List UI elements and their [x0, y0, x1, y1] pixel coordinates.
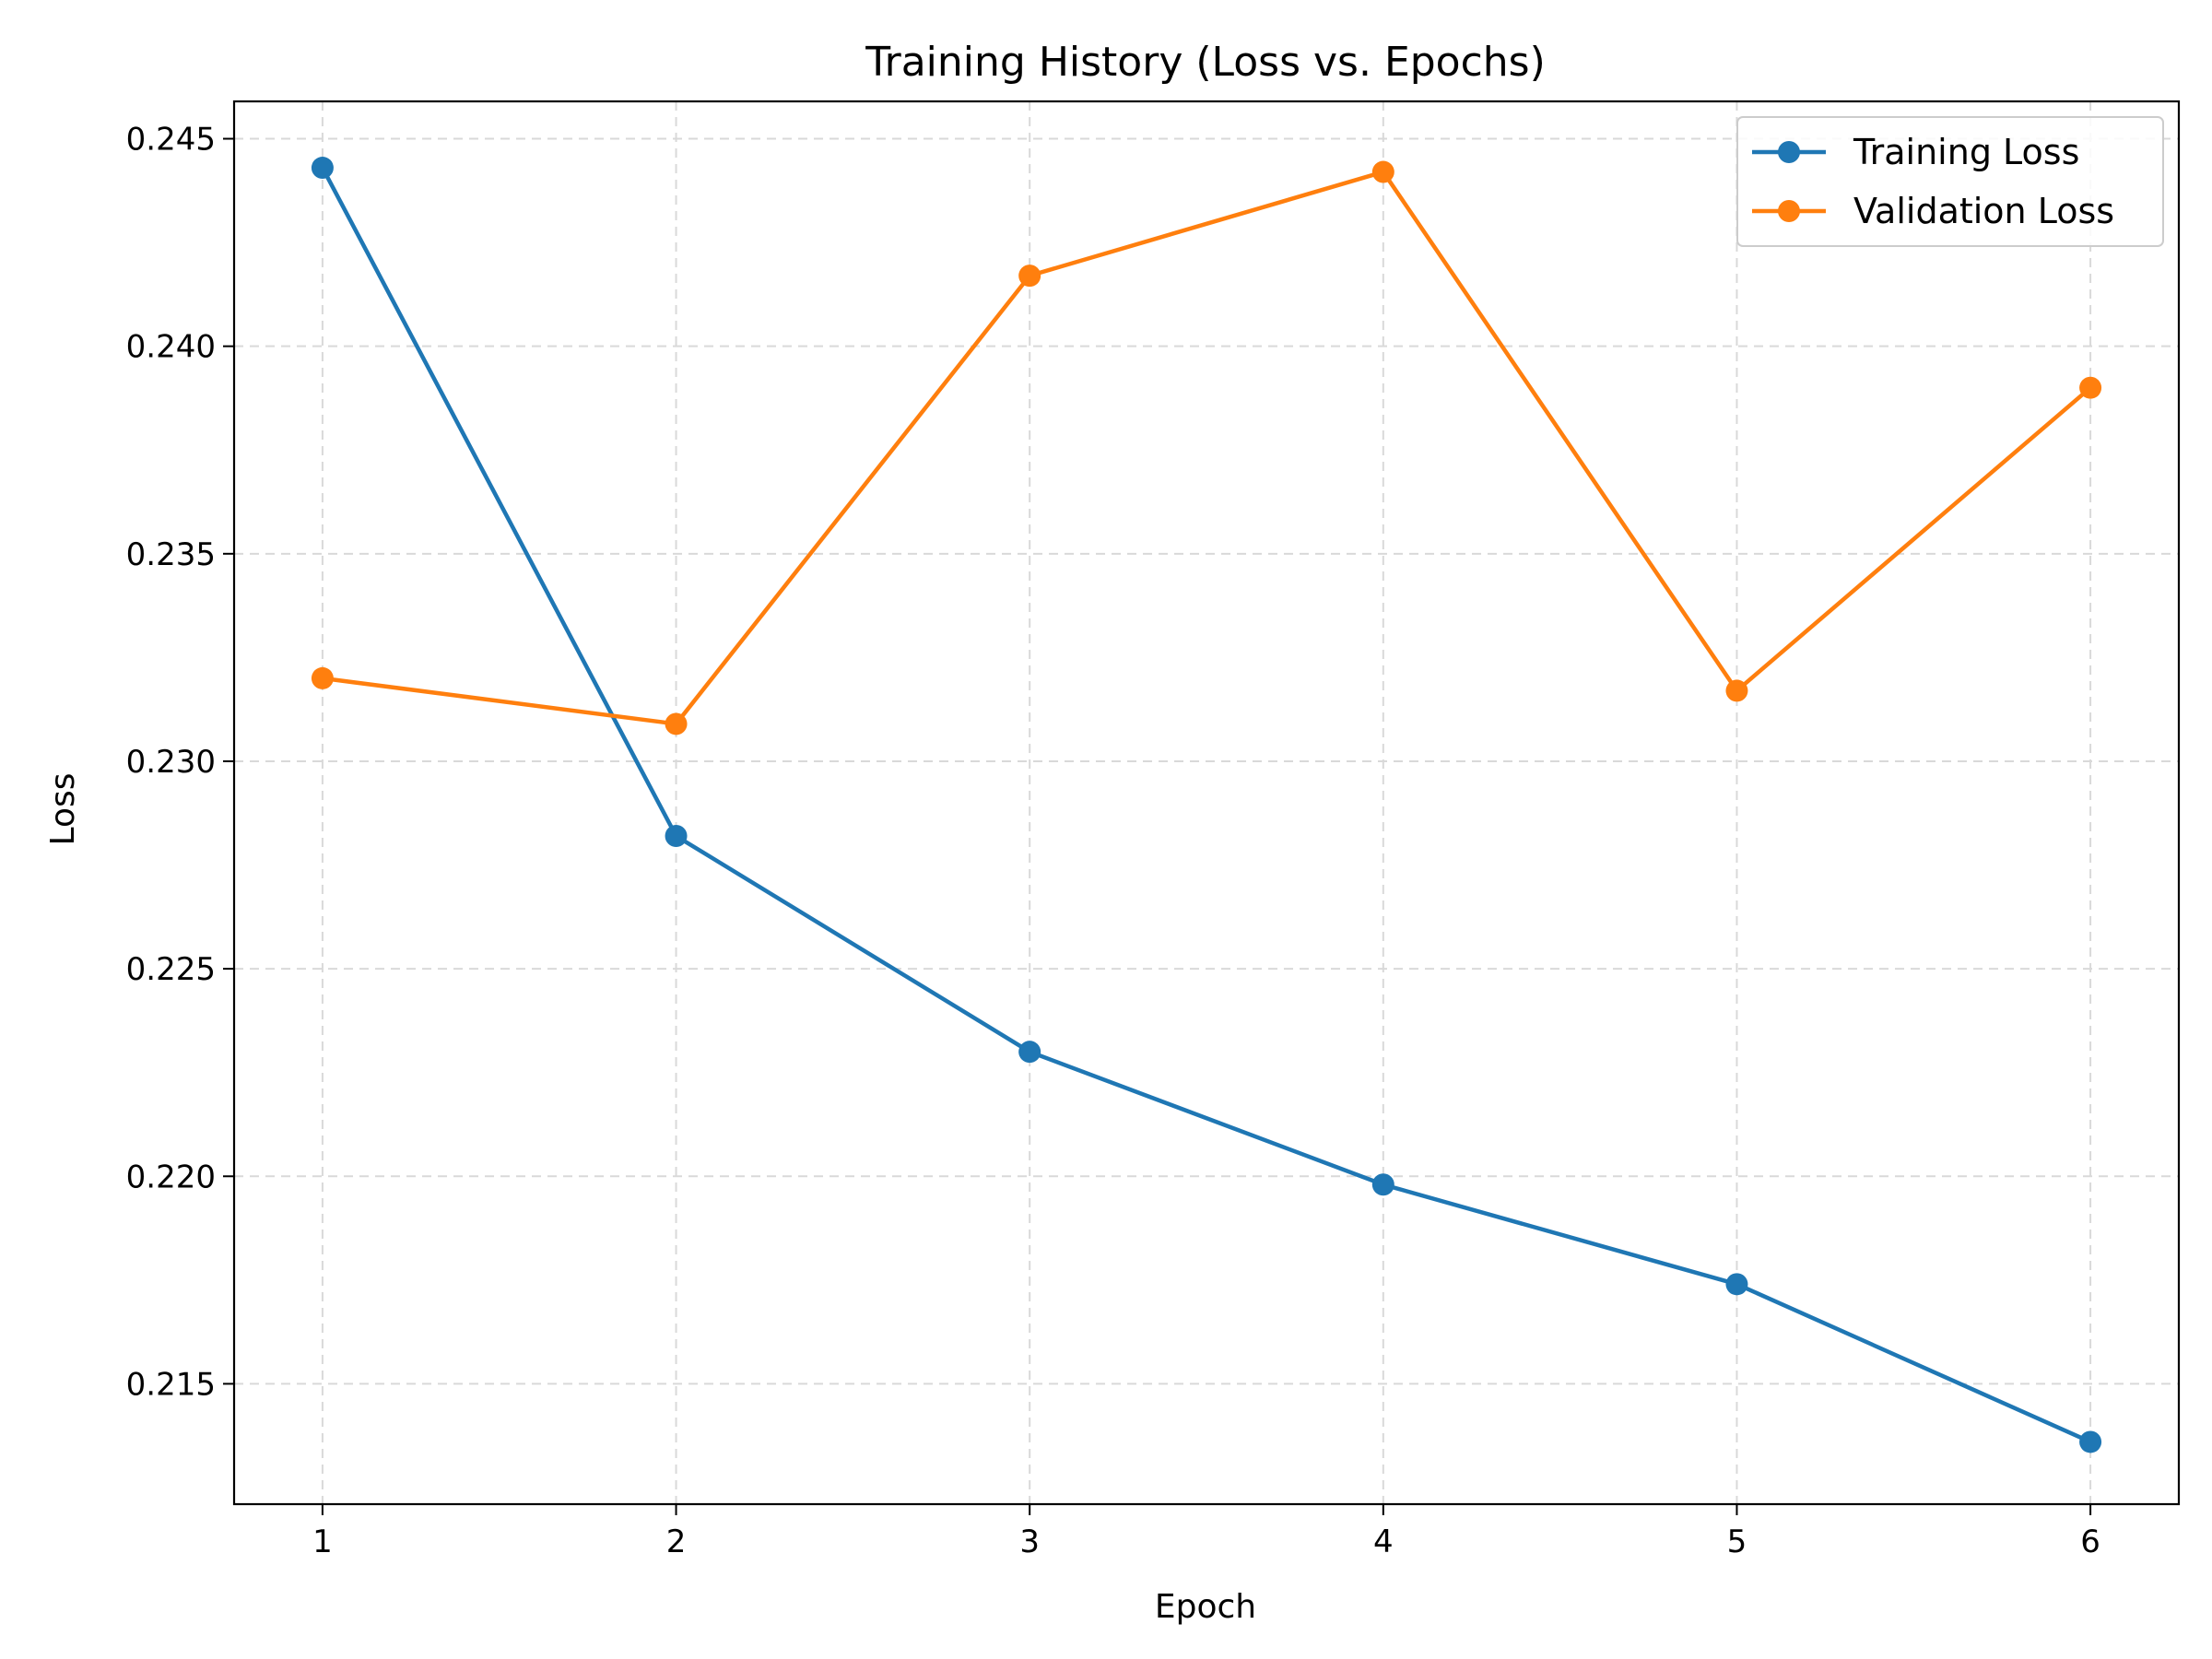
y-tick-label: 0.215 [126, 1366, 216, 1403]
y-tick-label: 0.245 [126, 122, 216, 159]
data-point-validation-loss [1725, 679, 1748, 702]
legend-box [1736, 116, 2164, 247]
x-tick-label: 6 [2080, 1524, 2100, 1560]
data-point-training-loss [1371, 1173, 1394, 1196]
x-tick-label: 3 [1019, 1524, 1040, 1560]
data-point-training-loss [2079, 1430, 2102, 1453]
legend-label: Training Loss [1853, 132, 2079, 172]
data-point-validation-loss [1018, 265, 1041, 288]
y-tick-label: 0.220 [126, 1159, 216, 1195]
series-validation-loss [311, 160, 2102, 735]
data-point-training-loss [311, 157, 334, 180]
x-tick-label: 1 [312, 1524, 333, 1560]
legend-swatch-marker [1778, 200, 1800, 222]
data-point-validation-loss [311, 666, 334, 689]
series-line-training-loss [320, 166, 2092, 1444]
legend: Training Loss Validation Loss [1736, 116, 2164, 247]
legend-item-validation-loss: Validation Loss [1752, 191, 2114, 231]
x-tick-label: 2 [666, 1524, 687, 1560]
data-point-validation-loss [1371, 160, 1394, 183]
y-tick-label: 0.230 [126, 744, 216, 781]
y-tick-label: 0.235 [126, 536, 216, 573]
data-point-training-loss [1725, 1273, 1748, 1296]
x-tick-label: 4 [1373, 1524, 1394, 1560]
x-axis-title: Epoch [1155, 1588, 1256, 1626]
series-line-validation-loss [322, 170, 2092, 726]
ticks: 1 2 3 4 5 6 0.215 0.220 0.225 0.230 0.235 0.240 0.24… [126, 122, 2100, 1560]
legend-label: Validation Loss [1853, 191, 2114, 231]
legend-swatch-marker [1778, 141, 1800, 163]
series-training-loss [311, 157, 2102, 1453]
data-point-validation-loss [665, 712, 688, 735]
y-axis-title: Loss [44, 773, 82, 846]
legend-item-training-loss: Training Loss [1752, 132, 2079, 172]
y-tick-label: 0.225 [126, 951, 216, 988]
data-point-training-loss [1018, 1041, 1041, 1064]
x-tick-label: 5 [1727, 1524, 1747, 1560]
chart-title: Training History (Loss vs. Epochs) [865, 39, 1546, 86]
y-tick-label: 0.240 [126, 329, 216, 366]
plot-frame [232, 100, 2181, 1506]
data-point-training-loss [665, 825, 688, 848]
series-layer [311, 157, 2102, 1453]
data-point-validation-loss [2079, 376, 2102, 399]
